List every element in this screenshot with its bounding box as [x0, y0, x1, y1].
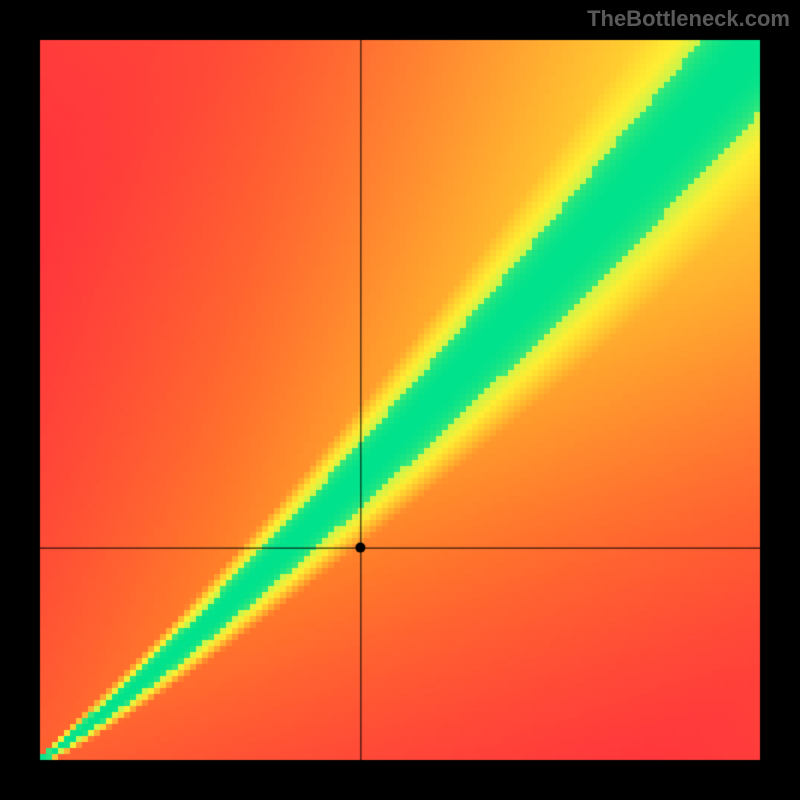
chart-container: TheBottleneck.com [0, 0, 800, 800]
watermark-text: TheBottleneck.com [587, 6, 790, 32]
heatmap-canvas [0, 0, 800, 800]
